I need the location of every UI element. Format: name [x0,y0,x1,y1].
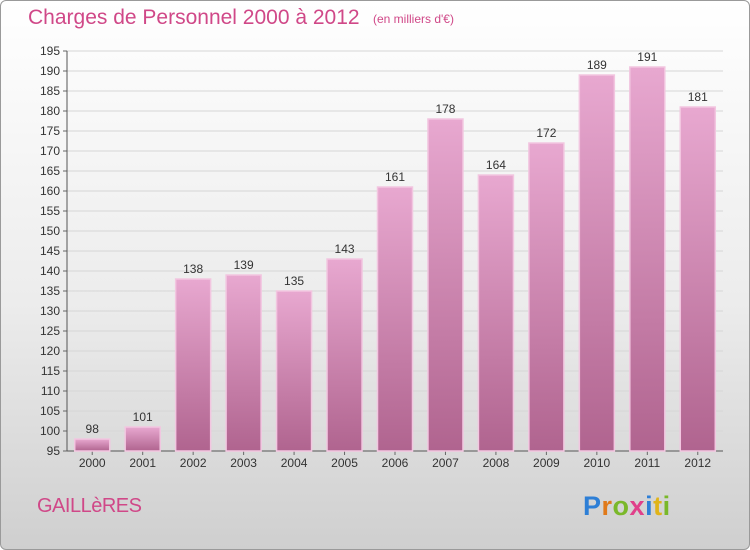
data-label: 143 [335,242,355,256]
bar [578,74,616,452]
logo-letter: P [583,491,602,521]
data-label: 135 [284,274,304,288]
chart-subtitle: (en milliers d'€) [373,12,454,26]
bar [326,258,363,452]
y-tick-label: 185 [40,84,60,98]
logo-letter: i [645,491,654,521]
commune-name: GAILLèRES [37,495,142,517]
data-label: 191 [637,50,657,64]
bar [528,142,565,452]
bars [73,66,717,452]
y-tick-label: 180 [40,104,60,118]
bar [376,186,414,452]
data-label: 138 [183,262,203,276]
proxiti-logo[interactable]: Proxiti [583,491,671,522]
data-label: 189 [587,58,607,72]
x-tick-label: 2000 [79,456,106,470]
y-tick-label: 160 [40,184,60,198]
x-tick-label: 2009 [533,456,560,470]
y-tick-label: 190 [40,64,60,78]
bar [174,278,212,452]
logo-letter: t [653,491,663,521]
y-tick-label: 100 [40,424,60,438]
y-tick-label: 130 [40,304,60,318]
y-tick-label: 105 [40,404,60,418]
y-tick-label: 120 [40,344,60,358]
y-tick-label: 155 [40,204,60,218]
y-tick-label: 170 [40,144,60,158]
logo-letter: o [612,491,630,521]
data-label: 139 [234,258,254,272]
y-tick-label: 95 [47,444,61,458]
y-tick-label: 165 [40,164,60,178]
logo-letter: x [629,491,646,521]
y-tick-label: 110 [41,384,60,398]
data-label: 161 [385,170,405,184]
bar [679,106,717,452]
y-tick-label: 140 [40,264,60,278]
data-label: 178 [435,102,455,116]
x-tick-label: 2004 [281,456,308,470]
data-label: 181 [688,90,708,104]
y-tick-label: 175 [40,124,60,138]
x-tick-label: 2008 [483,456,510,470]
bar [73,438,111,452]
y-tick-label: 195 [40,44,60,58]
bar [477,174,515,452]
bar [275,290,313,452]
x-tick-label: 2005 [331,456,358,470]
x-tick-label: 2002 [180,456,207,470]
chart-title: Charges de Personnel 2000 à 2012 [28,6,360,29]
x-tick-label: 2006 [382,456,409,470]
data-label: 164 [486,158,506,172]
bar [427,118,464,452]
data-label: 98 [86,422,100,436]
x-tick-label: 2010 [583,456,610,470]
y-tick-label: 125 [40,324,60,338]
y-tick-label: 135 [40,284,60,298]
x-tick-label: 2012 [684,456,711,470]
data-label: 101 [133,410,153,424]
labels: 95 100 105 110 115 120 125 130 135 140 145 150 155 16… [40,44,711,470]
y-tick-label: 150 [40,224,60,238]
x-tick-label: 2001 [129,456,156,470]
x-tick-label: 2003 [230,456,257,470]
y-tick-label: 145 [40,244,60,258]
bar [225,274,262,452]
logo-letter: r [601,491,613,521]
x-tick-label: 2007 [432,456,459,470]
bar [629,66,666,452]
x-tick-label: 2011 [634,456,660,470]
y-tick-label: 115 [41,364,60,378]
logo-letter: i [662,491,671,521]
data-label: 172 [536,126,556,140]
bar [124,426,161,452]
